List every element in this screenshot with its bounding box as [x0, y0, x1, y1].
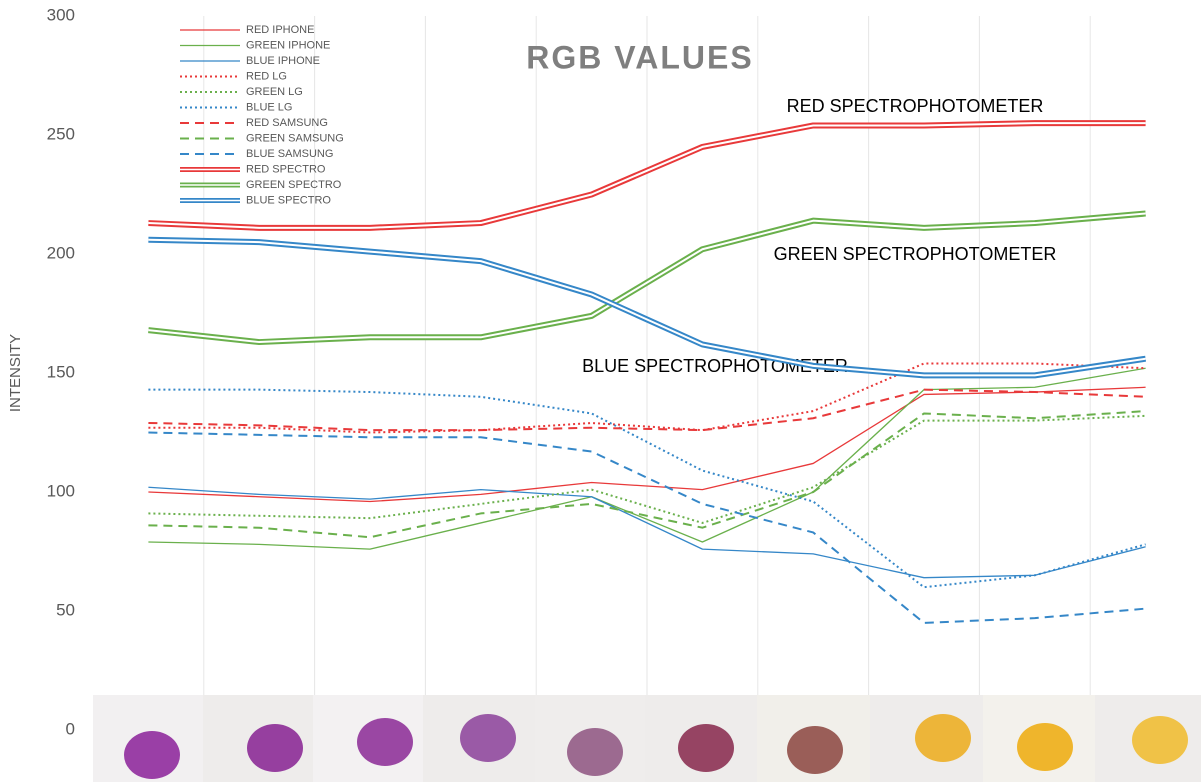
sample-dot — [460, 714, 516, 762]
legend-label: BLUE SAMSUNG — [246, 148, 333, 160]
sample-dot — [357, 718, 413, 766]
legend-label: BLUE IPHONE — [246, 55, 320, 67]
sample-dot — [567, 728, 623, 776]
series-line-inner — [148, 238, 1146, 377]
sample-dot — [1132, 716, 1188, 764]
sample-dot — [124, 731, 180, 779]
legend-label: RED SPECTRO — [246, 163, 326, 175]
sample-dot — [915, 714, 971, 762]
series-line — [148, 388, 1146, 589]
legend-label: GREEN SPECTRO — [246, 179, 342, 191]
sample-dot — [247, 724, 303, 772]
sample-dot — [1017, 723, 1073, 771]
sample-dot — [678, 724, 734, 772]
series-line-inner — [148, 212, 1146, 344]
annotation: RED SPECTROPHOTOMETER — [787, 96, 1044, 116]
legend-label: GREEN LG — [246, 86, 303, 98]
legend-label: BLUE SPECTRO — [246, 194, 331, 206]
legend-label: GREEN SAMSUNG — [246, 132, 344, 144]
y-axis-label: INTENSITY — [7, 334, 24, 412]
legend-label: RED SAMSUNG — [246, 117, 328, 129]
series-line — [148, 367, 1146, 550]
y-tick-label: 200 — [47, 243, 75, 262]
sample-dot — [787, 726, 843, 774]
y-tick-label: 300 — [47, 5, 75, 24]
series-line — [148, 486, 1146, 579]
series-line — [148, 388, 1146, 432]
series-line — [148, 362, 1146, 434]
legend-label: RED LG — [246, 70, 287, 82]
y-tick-label: 0 — [66, 719, 75, 738]
chart-title: RGB VALUES — [526, 39, 753, 75]
sample-strip — [93, 695, 1201, 782]
y-tick-label: 50 — [56, 600, 75, 619]
series-line — [148, 431, 1146, 624]
y-tick-label: 250 — [47, 124, 75, 143]
series-line — [148, 410, 1146, 539]
legend-label: BLUE LG — [246, 101, 292, 113]
series-line — [148, 386, 1146, 503]
y-tick-label: 150 — [47, 362, 75, 381]
y-tick-label: 100 — [47, 481, 75, 500]
annotation: GREEN SPECTROPHOTOMETER — [774, 244, 1057, 264]
series-line — [148, 414, 1146, 524]
legend-label: RED IPHONE — [246, 24, 314, 36]
series-line-inner — [148, 122, 1146, 229]
legend-label: GREEN IPHONE — [246, 39, 330, 51]
